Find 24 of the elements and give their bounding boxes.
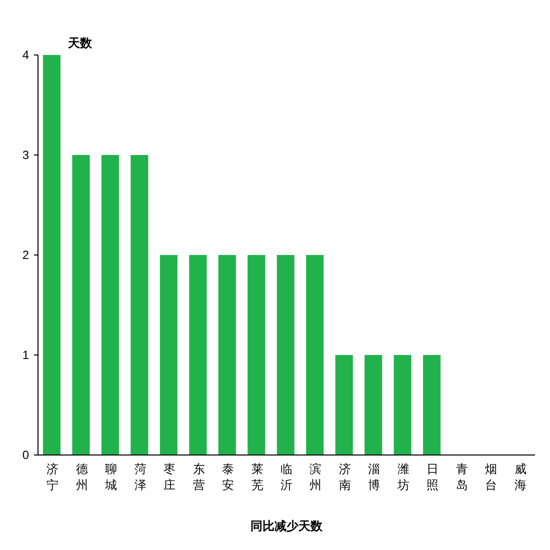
x-tick-label: 烟台 [485, 462, 498, 492]
x-tick-label: 枣庄 [164, 462, 176, 492]
y-axis-title: 天数 [67, 36, 93, 50]
x-tick-label: 菏泽 [134, 462, 146, 492]
x-tick-label: 济宁 [46, 462, 59, 492]
y-tick-label: 2 [22, 248, 30, 262]
y-tick-label: 4 [22, 48, 30, 62]
x-tick-label: 滨州 [310, 462, 322, 492]
x-tick-label: 莱芜 [251, 462, 264, 492]
x-tick-label: 聊城 [104, 462, 118, 492]
x-tick-label: 潍坊 [396, 462, 410, 492]
y-tick-label: 1 [22, 348, 30, 362]
y-tick-label: 3 [22, 148, 30, 162]
x-tick-label: 淄博 [368, 462, 380, 492]
x-tick-label: 威海 [514, 462, 526, 492]
x-tick-label: 泰安 [222, 462, 234, 492]
y-tick-label: 0 [22, 448, 30, 462]
x-tick-label: 日照 [426, 462, 439, 492]
x-tick-label: 德州 [76, 462, 88, 492]
x-axis-title: 同比减少天数 [250, 519, 324, 533]
x-tick-label: 青岛 [456, 462, 468, 492]
x-tick-label: 临沂 [280, 462, 292, 492]
x-tick-label: 东营 [192, 462, 205, 492]
x-tick-label: 济南 [338, 462, 351, 492]
